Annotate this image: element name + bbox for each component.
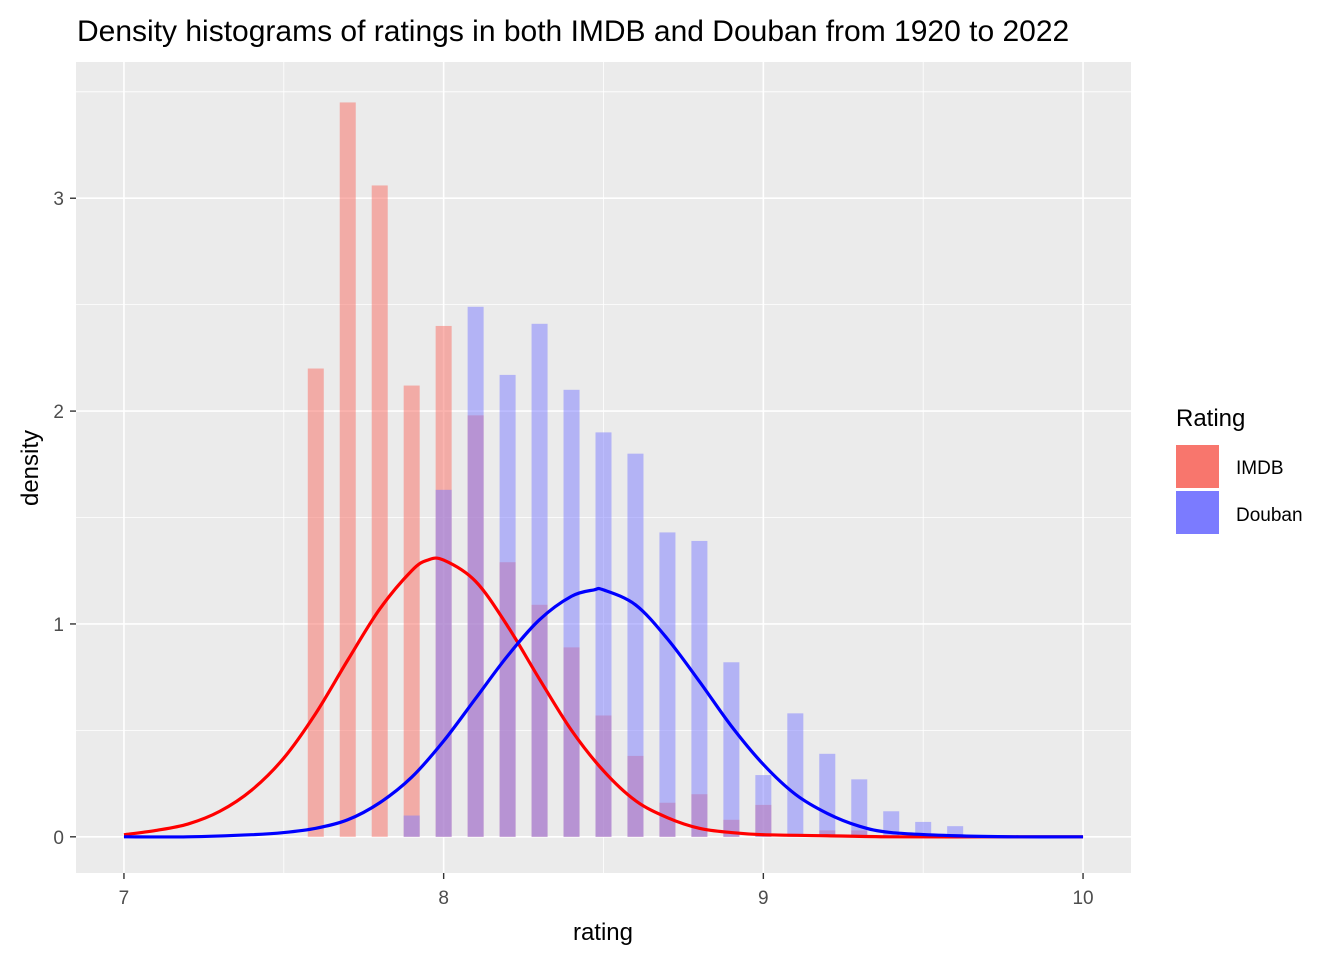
- density-curves: [123, 556, 1084, 839]
- douban-bar: [499, 374, 516, 837]
- legend-swatch-douban: [1176, 491, 1219, 534]
- imdb-density-curve: [123, 556, 1084, 839]
- legend: Rating IMDB Douban: [1176, 405, 1303, 534]
- douban-bar: [563, 389, 580, 837]
- x-tick-label: 8: [438, 888, 449, 909]
- x-tick-label: 9: [758, 888, 769, 909]
- y-tick-label: 1: [53, 615, 64, 636]
- douban-bar: [947, 826, 964, 837]
- douban-bar: [691, 540, 708, 837]
- douban-density-curve: [123, 586, 1084, 839]
- douban-bar: [819, 753, 836, 837]
- chart-title: Density histograms of ratings in both IM…: [77, 15, 1069, 48]
- imdb-bar: [307, 368, 324, 837]
- legend-label-imdb: IMDB: [1236, 458, 1284, 479]
- douban-bar: [755, 775, 772, 837]
- douban-bar: [723, 662, 740, 837]
- legend-swatch-imdb: [1176, 445, 1219, 488]
- y-tick-label: 0: [53, 828, 64, 849]
- douban-bar: [403, 815, 420, 837]
- douban-bar: [883, 811, 900, 837]
- y-tick-label: 2: [53, 402, 64, 423]
- douban-bar: [787, 713, 804, 837]
- x-axis: 7 8 9 10: [119, 873, 1094, 909]
- douban-bar: [467, 306, 484, 837]
- legend-title: Rating: [1176, 405, 1245, 432]
- imdb-bar: [371, 185, 388, 837]
- douban-bar: [627, 453, 644, 837]
- x-axis-title: rating: [573, 919, 633, 946]
- douban-bar: [531, 323, 548, 837]
- y-tick-label: 3: [53, 189, 64, 210]
- x-tick-label: 7: [119, 888, 130, 909]
- douban-bar: [851, 779, 868, 837]
- douban-bar: [595, 432, 612, 837]
- imdb-bar: [403, 385, 420, 837]
- legend-item-imdb: IMDB: [1176, 445, 1284, 488]
- imdb-bar: [339, 102, 356, 837]
- legend-label-douban: Douban: [1236, 505, 1303, 526]
- douban-bar: [659, 532, 676, 837]
- y-axis-title: density: [17, 430, 44, 506]
- x-tick-label: 10: [1072, 888, 1093, 909]
- y-axis: 0 1 2 3: [53, 189, 76, 849]
- legend-item-douban: Douban: [1176, 491, 1303, 534]
- douban-bar: [435, 489, 452, 837]
